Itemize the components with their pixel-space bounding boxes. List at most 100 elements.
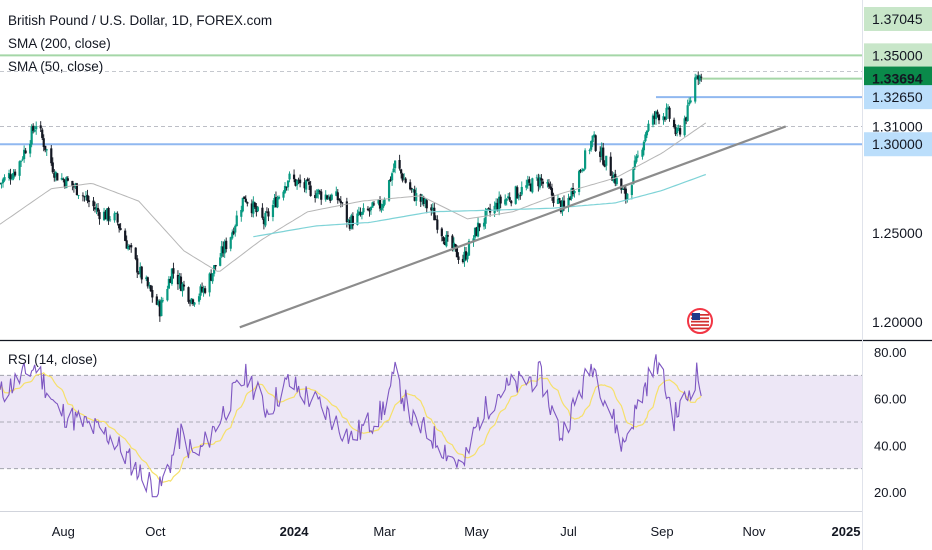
candle-body <box>20 160 23 162</box>
candle-body <box>222 246 225 254</box>
candle-body <box>276 197 279 208</box>
candle-body <box>510 200 513 204</box>
candle-body <box>685 117 688 121</box>
candle-body <box>445 234 448 247</box>
candle-body <box>134 247 137 260</box>
candle-body <box>264 212 267 226</box>
candle-body <box>624 188 627 200</box>
sma200-line <box>253 173 707 238</box>
candle-body <box>108 219 112 221</box>
candle-body <box>285 186 288 188</box>
candle-body <box>235 215 238 227</box>
candle-body <box>303 182 306 189</box>
sma50-legend[interactable]: SMA (50, close) <box>8 59 104 74</box>
candle-body <box>528 179 531 183</box>
candle-body <box>155 296 158 305</box>
price-axis-label: 1.35000 <box>872 47 923 63</box>
candle-body <box>380 208 383 210</box>
candle-body <box>102 211 106 221</box>
candle-body <box>351 215 354 226</box>
candle-body <box>157 300 160 306</box>
candle-body <box>668 107 671 119</box>
candle-body <box>467 240 471 256</box>
candle-body <box>419 194 422 202</box>
candle-body <box>72 185 75 188</box>
candle-body <box>473 227 477 238</box>
candle-body <box>181 283 184 292</box>
candle-body <box>83 196 86 198</box>
candle-body <box>689 100 692 103</box>
candle-body <box>24 150 27 154</box>
candle-body <box>255 206 258 213</box>
candle-body <box>271 204 275 218</box>
candle-body <box>87 200 91 202</box>
candle-body <box>443 241 446 246</box>
candle-body <box>208 273 211 293</box>
candle-body <box>546 182 549 184</box>
candle-body <box>697 75 700 80</box>
candle-body <box>558 198 561 200</box>
candle-body <box>246 202 249 204</box>
candle-body <box>12 172 15 179</box>
candle-body <box>436 219 439 230</box>
candle-body <box>286 180 290 188</box>
candle-body <box>160 299 163 317</box>
candle-body <box>306 178 309 182</box>
candle-body <box>197 296 201 302</box>
candle-body <box>594 135 597 151</box>
candle-body <box>113 213 116 221</box>
candle-body <box>107 207 110 221</box>
candle-body <box>398 160 401 169</box>
candle-body <box>158 301 161 317</box>
candle-body <box>571 188 575 195</box>
candle-body <box>187 287 190 302</box>
candle-body <box>525 185 528 188</box>
price-axis-label: 1.30000 <box>872 136 923 152</box>
candle-body <box>621 189 624 190</box>
candle-body <box>10 178 14 180</box>
candle-body <box>170 268 174 284</box>
candle-body <box>451 235 454 249</box>
candle-body <box>336 192 339 201</box>
candle-body <box>573 191 576 194</box>
candle-body <box>657 114 661 121</box>
candle-body <box>92 200 95 207</box>
candle-body <box>250 203 253 214</box>
candle-body <box>309 185 312 196</box>
candle-body <box>584 150 587 169</box>
candle-body <box>128 245 131 247</box>
candle-body <box>9 174 12 180</box>
candle-body <box>81 195 85 197</box>
candle-body <box>225 240 228 250</box>
candle-body <box>329 196 332 201</box>
candle-body <box>66 178 69 181</box>
candle-body <box>35 126 38 130</box>
price-tag-green <box>864 7 932 31</box>
us-flag-event-icon[interactable] <box>687 308 713 334</box>
candle-body <box>124 230 127 241</box>
rsi-legend[interactable]: RSI (14, close) <box>8 352 98 367</box>
candle-body <box>253 202 256 208</box>
candle-body <box>496 203 499 211</box>
candle-body <box>517 196 520 198</box>
candle-body <box>167 278 170 289</box>
candle-body <box>51 162 54 173</box>
candle-body <box>274 197 278 208</box>
candle-body <box>199 286 202 296</box>
candle-body <box>378 199 382 209</box>
sma50-line <box>0 122 707 272</box>
candle-body <box>219 257 222 266</box>
candle-body <box>220 246 223 257</box>
time-axis-label: Aug <box>52 524 75 539</box>
candle-body <box>495 202 498 207</box>
candle-body <box>320 191 323 200</box>
candle-body <box>140 266 143 280</box>
sma200-legend[interactable]: SMA (200, close) <box>8 36 111 51</box>
candle-body <box>240 210 243 217</box>
candle-body <box>223 241 226 254</box>
candle-body <box>372 203 376 205</box>
candle-body <box>33 130 36 132</box>
candle-body <box>455 245 459 258</box>
candle-body <box>350 215 353 229</box>
